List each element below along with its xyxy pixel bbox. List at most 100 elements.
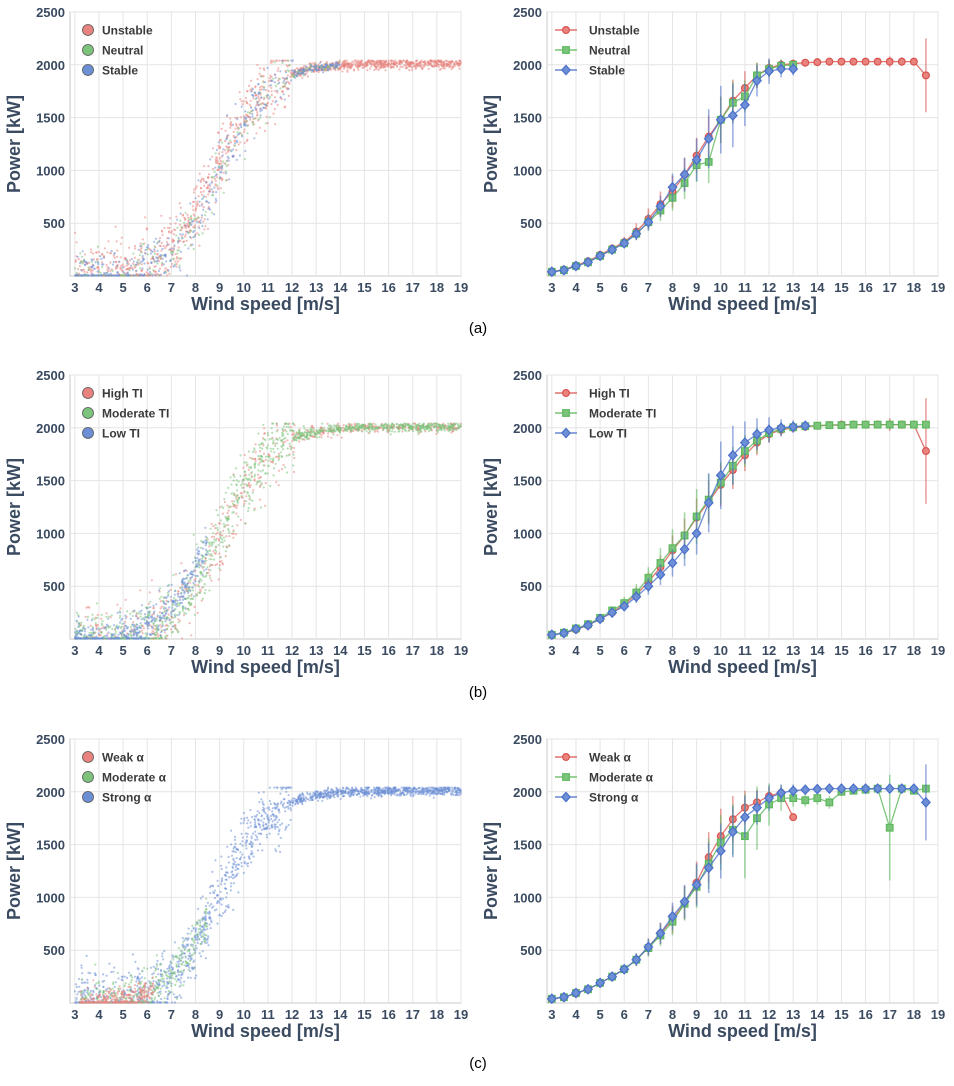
scatter-point: [225, 172, 228, 175]
scatter-point: [295, 75, 298, 78]
scatter-point: [176, 592, 179, 596]
chart-panel-b-left: 3 4 5 6 7 8 9 10 11 12 13 14 15 16 17 18 195001000150020…: [4, 368, 468, 677]
scatter-point: [194, 559, 198, 562]
scatter-point: [155, 603, 158, 606]
scatter-point: [221, 512, 224, 515]
scatter-point: [230, 141, 233, 144]
scatter-point: [232, 479, 235, 482]
scatter-point: [282, 85, 285, 88]
scatter-point: [258, 97, 261, 100]
scatter-point: [77, 258, 80, 261]
scatter-point: [179, 598, 182, 602]
scatter-point: [136, 261, 139, 264]
scatter-point: [102, 256, 105, 259]
scatter-point: [156, 628, 160, 632]
scatter-point: [139, 637, 142, 640]
scatter-point: [259, 446, 262, 449]
scatter-point: [180, 234, 183, 238]
scatter-point: [330, 64, 334, 67]
scatter-point: [197, 553, 200, 556]
scatter-point: [257, 104, 260, 107]
scatter-point: [243, 453, 246, 456]
scatter-point: [151, 274, 154, 277]
data-point: [813, 421, 822, 430]
scatter-point: [142, 627, 145, 630]
scatter-point: [272, 59, 275, 62]
legend-label: Unstable: [102, 24, 153, 38]
scatter-point: [173, 244, 176, 247]
scatter-point: [247, 468, 250, 471]
scatter-point: [260, 482, 263, 485]
scatter-point: [191, 586, 195, 589]
scatter-point: [457, 426, 460, 429]
scatter-point: [180, 237, 183, 240]
scatter-point: [191, 205, 194, 208]
scatter-point: [216, 176, 219, 179]
scatter-point: [172, 257, 175, 260]
scatter-point: [336, 424, 339, 427]
scatter-point: [167, 269, 170, 272]
scatter-point: [159, 631, 163, 634]
scatter-point: [268, 438, 271, 441]
data-point: [873, 420, 882, 429]
scatter-point: [213, 552, 216, 555]
scatter-point: [140, 618, 143, 621]
legend-label: Neutral: [589, 44, 630, 58]
scatter-point: [450, 68, 453, 71]
scatter-point: [114, 274, 117, 277]
scatter-point: [264, 458, 267, 461]
scatter-point: [166, 274, 169, 277]
scatter-point: [159, 587, 162, 590]
scatter-point: [276, 103, 279, 106]
scatter-point: [92, 264, 95, 267]
scatter-point: [243, 119, 246, 122]
scatter-point: [410, 66, 414, 69]
scatter-point: [343, 429, 346, 432]
scatter-point: [146, 268, 149, 271]
scatter-point: [211, 543, 214, 546]
scatter-point: [437, 424, 441, 427]
scatter-point: [123, 629, 126, 632]
scatter-point: [406, 60, 409, 63]
scatter-point: [155, 631, 158, 634]
scatter-point: [121, 630, 124, 634]
y-tick-label: 1500: [36, 111, 65, 126]
scatter-point: [232, 536, 235, 539]
x-tick-label: 14: [333, 643, 348, 658]
scatter-point: [129, 626, 132, 629]
scatter-point: [270, 427, 273, 430]
legend-marker: [82, 44, 94, 56]
scatter-point: [271, 79, 274, 82]
scatter-point: [267, 80, 271, 83]
scatter-point: [190, 220, 194, 223]
scatter-point: [288, 442, 291, 445]
scatter-point: [301, 76, 304, 79]
scatter-point: [215, 191, 218, 194]
scatter-point: [163, 602, 166, 605]
data-point: [909, 420, 918, 429]
scatter-point: [391, 423, 394, 426]
scatter-point: [385, 430, 389, 433]
scatter-point: [459, 425, 462, 428]
scatter-point: [208, 545, 211, 548]
scatter-point: [185, 577, 188, 580]
scatter-point: [218, 139, 221, 142]
scatter-point: [129, 632, 132, 635]
scatter-point: [266, 122, 269, 125]
scatter-point: [310, 429, 313, 432]
scatter-point: [427, 425, 430, 428]
scatter-point: [124, 617, 127, 620]
scatter-point: [205, 553, 208, 557]
scatter-point: [123, 637, 126, 640]
scatter-point: [96, 270, 99, 273]
scatter-point: [322, 71, 325, 74]
scatter-point: [209, 569, 212, 572]
scatter-point: [418, 422, 421, 425]
scatter-point: [93, 618, 96, 621]
x-tick-label: 7: [645, 643, 652, 658]
y-tick-label: 1500: [513, 111, 542, 126]
scatter-point: [412, 64, 415, 68]
scatter-point: [123, 627, 126, 630]
scatter-point: [80, 269, 83, 272]
scatter-point: [99, 255, 102, 258]
